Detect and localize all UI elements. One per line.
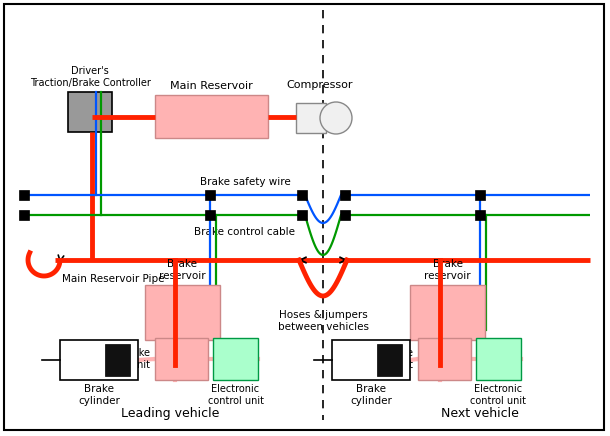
FancyBboxPatch shape xyxy=(205,210,215,220)
FancyBboxPatch shape xyxy=(410,285,485,340)
FancyBboxPatch shape xyxy=(19,190,29,200)
FancyBboxPatch shape xyxy=(377,344,402,376)
Text: Main Reservoir Pipe: Main Reservoir Pipe xyxy=(62,274,165,284)
FancyBboxPatch shape xyxy=(475,190,485,200)
FancyBboxPatch shape xyxy=(106,344,130,376)
FancyBboxPatch shape xyxy=(418,338,471,380)
Text: Leading vehicle: Leading vehicle xyxy=(121,407,219,420)
FancyBboxPatch shape xyxy=(297,210,307,220)
FancyBboxPatch shape xyxy=(19,210,29,220)
FancyBboxPatch shape xyxy=(332,340,410,380)
FancyBboxPatch shape xyxy=(296,103,326,133)
Text: Compressor: Compressor xyxy=(287,80,353,90)
FancyBboxPatch shape xyxy=(475,210,485,220)
Text: Next vehicle: Next vehicle xyxy=(441,407,519,420)
FancyBboxPatch shape xyxy=(4,4,604,430)
FancyBboxPatch shape xyxy=(297,190,307,200)
FancyBboxPatch shape xyxy=(155,95,268,138)
Text: Brake
cylinder: Brake cylinder xyxy=(78,384,120,405)
Text: Main Reservoir: Main Reservoir xyxy=(170,81,253,91)
Text: Driver's
Traction/Brake Controller: Driver's Traction/Brake Controller xyxy=(29,66,151,88)
Text: Brake
cylinder: Brake cylinder xyxy=(350,384,392,405)
Text: Brake
reservoir: Brake reservoir xyxy=(424,259,471,281)
FancyBboxPatch shape xyxy=(340,210,350,220)
FancyBboxPatch shape xyxy=(476,338,521,380)
Text: Brake
reservoir: Brake reservoir xyxy=(159,259,206,281)
Text: Brake safety wire: Brake safety wire xyxy=(199,177,290,187)
Text: Air brake
control unit: Air brake control unit xyxy=(94,348,150,370)
FancyBboxPatch shape xyxy=(145,285,220,340)
FancyBboxPatch shape xyxy=(205,190,215,200)
FancyBboxPatch shape xyxy=(340,190,350,200)
FancyBboxPatch shape xyxy=(68,92,112,132)
Text: Electronic
control unit: Electronic control unit xyxy=(207,384,264,405)
FancyBboxPatch shape xyxy=(155,338,208,380)
FancyBboxPatch shape xyxy=(60,340,138,380)
Circle shape xyxy=(320,102,352,134)
Text: Hoses & jumpers
between vehicles: Hoses & jumpers between vehicles xyxy=(278,310,368,332)
Text: Brake control cable: Brake control cable xyxy=(195,227,295,237)
FancyBboxPatch shape xyxy=(213,338,258,380)
Text: Electronic
control unit: Electronic control unit xyxy=(470,384,526,405)
Text: Air brake
control unit: Air brake control unit xyxy=(357,348,413,370)
